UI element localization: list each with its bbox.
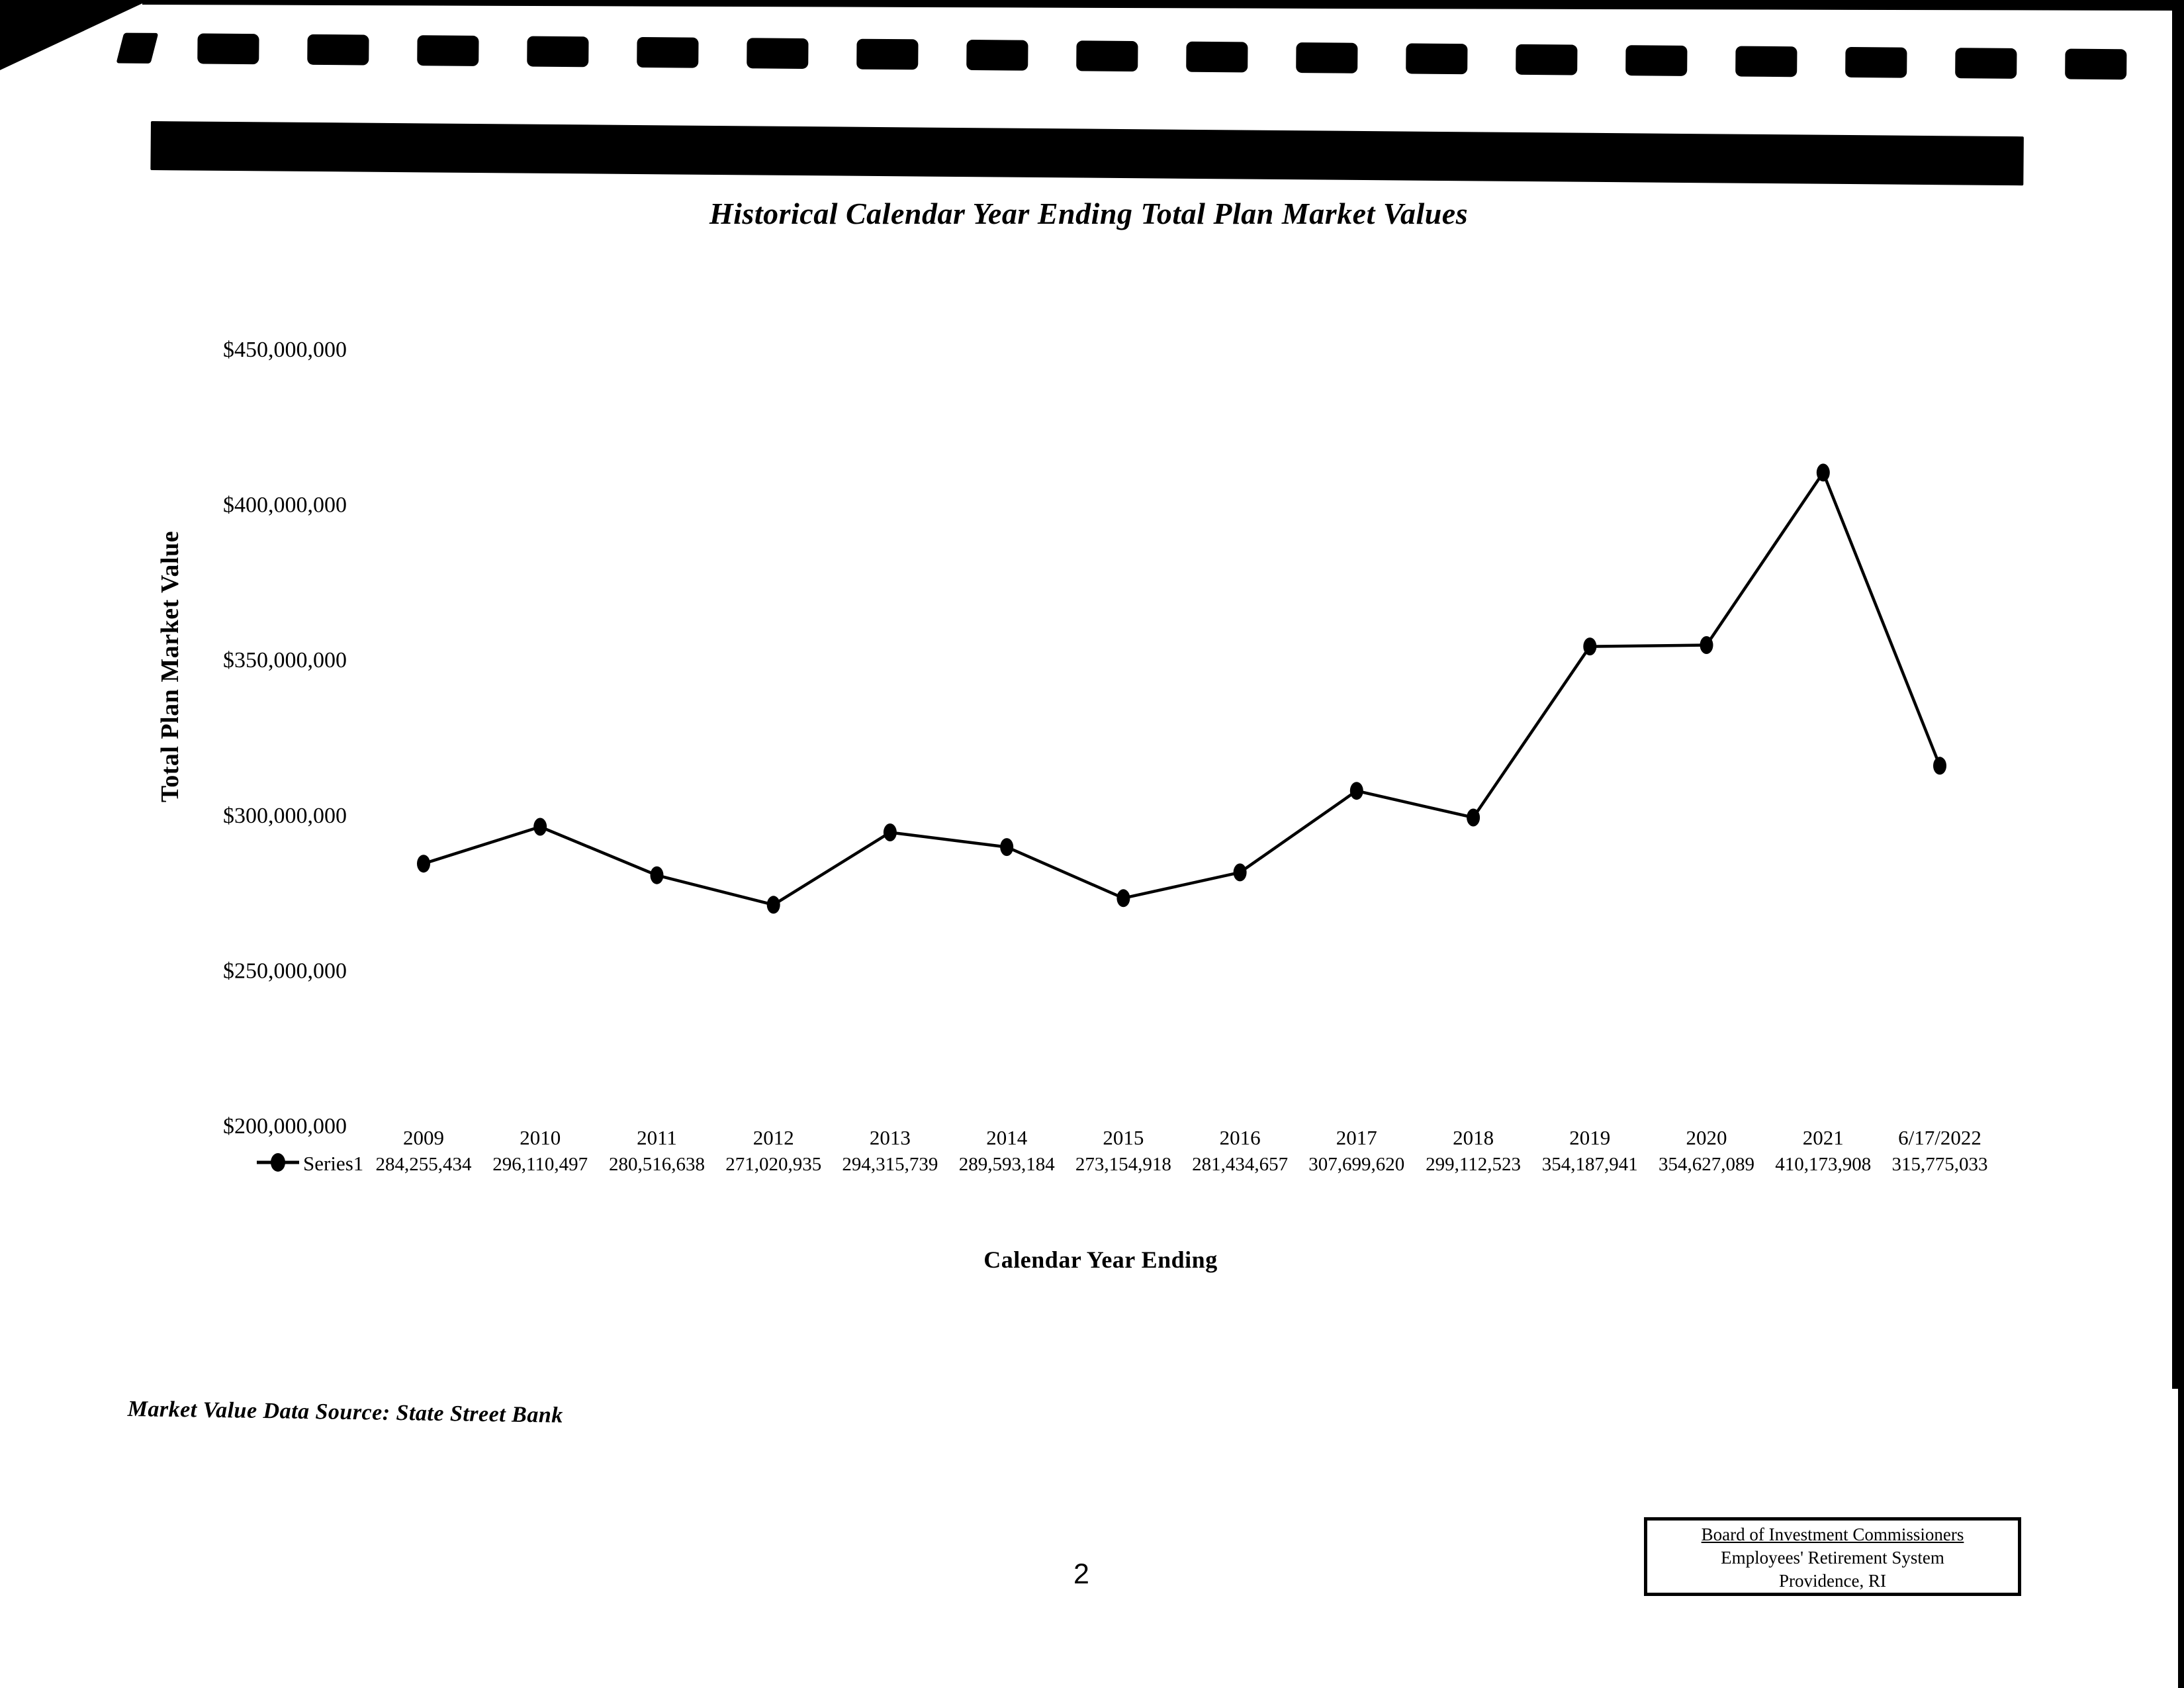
data-value-label: 271,020,935 <box>725 1154 821 1175</box>
data-value-label: 299,112,523 <box>1426 1154 1521 1175</box>
data-value-label: 289,593,184 <box>959 1154 1056 1175</box>
y-tick-label: $400,000,000 <box>223 493 347 518</box>
x-tick-label: 2014 <box>986 1126 1028 1149</box>
chart-title: Historical Calendar Year Ending Total Pl… <box>709 197 1469 230</box>
x-tick-label: 2018 <box>1453 1126 1494 1149</box>
data-point-2019 <box>1583 637 1597 656</box>
data-point-2020 <box>1700 636 1713 654</box>
footer-org-location: Providence, RI <box>1779 1571 1886 1591</box>
data-value-label: 307,699,620 <box>1308 1154 1404 1175</box>
y-tick-label: $250,000,000 <box>223 959 347 983</box>
data-value-label: 296,110,497 <box>492 1154 588 1175</box>
data-value-label: 354,187,941 <box>1542 1154 1638 1175</box>
footer-org-system: Employees' Retirement System <box>1721 1548 1944 1568</box>
x-tick-label: 2011 <box>637 1126 677 1149</box>
y-tick-label: $350,000,000 <box>223 648 347 673</box>
scan-right-edge-artifact-lower <box>2178 1387 2184 1688</box>
x-tick-label: 6/17/2022 <box>1898 1126 1981 1149</box>
data-point-2011 <box>650 866 664 884</box>
x-tick-label: 2010 <box>520 1126 561 1149</box>
legend-series-label: Series1 <box>303 1152 363 1175</box>
data-value-label: 410,173,908 <box>1775 1154 1871 1175</box>
data-point-6/17/2022 <box>1933 757 1946 775</box>
data-point-2018 <box>1467 808 1480 827</box>
footer-org-name: Board of Investment Commissioners <box>1701 1524 1964 1544</box>
data-value-label: 294,315,739 <box>842 1154 938 1175</box>
x-tick-label: 2012 <box>753 1126 794 1149</box>
scan-right-edge-artifact <box>2172 8 2184 1389</box>
y-tick-label: $300,000,000 <box>223 804 347 828</box>
x-tick-label: 2020 <box>1686 1126 1727 1149</box>
series-line <box>423 469 1942 907</box>
x-tick-label: 2009 <box>403 1126 444 1149</box>
data-point-2009 <box>417 855 430 873</box>
legend-marker-dot <box>271 1153 285 1172</box>
data-value-label: 280,516,638 <box>609 1154 705 1175</box>
data-point-2014 <box>1000 838 1014 857</box>
data-point-2021 <box>1816 463 1830 482</box>
data-value-label: 281,434,657 <box>1192 1154 1288 1175</box>
x-tick-label: 2015 <box>1103 1126 1144 1149</box>
data-point-2017 <box>1349 782 1363 800</box>
x-tick-label: 2019 <box>1569 1126 1610 1149</box>
data-value-label: 284,255,434 <box>376 1154 473 1175</box>
data-point-2012 <box>766 896 780 914</box>
data-value-label: 273,154,918 <box>1075 1154 1171 1175</box>
data-point-2013 <box>883 823 897 841</box>
y-tick-label: $200,000,000 <box>223 1114 347 1139</box>
footer-org-box: Board of Investment Commissioners Employ… <box>1644 1517 2021 1596</box>
data-value-label: 315,775,033 <box>1892 1154 1988 1175</box>
data-value-label: 354,627,089 <box>1659 1154 1754 1175</box>
page-number: 2 <box>1073 1558 1089 1590</box>
x-tick-label: 2021 <box>1803 1126 1844 1149</box>
data-point-2010 <box>533 818 547 836</box>
y-tick-label: $450,000,000 <box>223 338 347 362</box>
x-axis-title: Calendar Year Ending <box>983 1246 1218 1273</box>
x-tick-label: 2013 <box>870 1126 911 1149</box>
x-tick-label: 2017 <box>1336 1126 1377 1149</box>
x-tick-label: 2016 <box>1220 1126 1261 1149</box>
data-point-2015 <box>1116 889 1130 908</box>
data-point-2016 <box>1233 863 1247 882</box>
